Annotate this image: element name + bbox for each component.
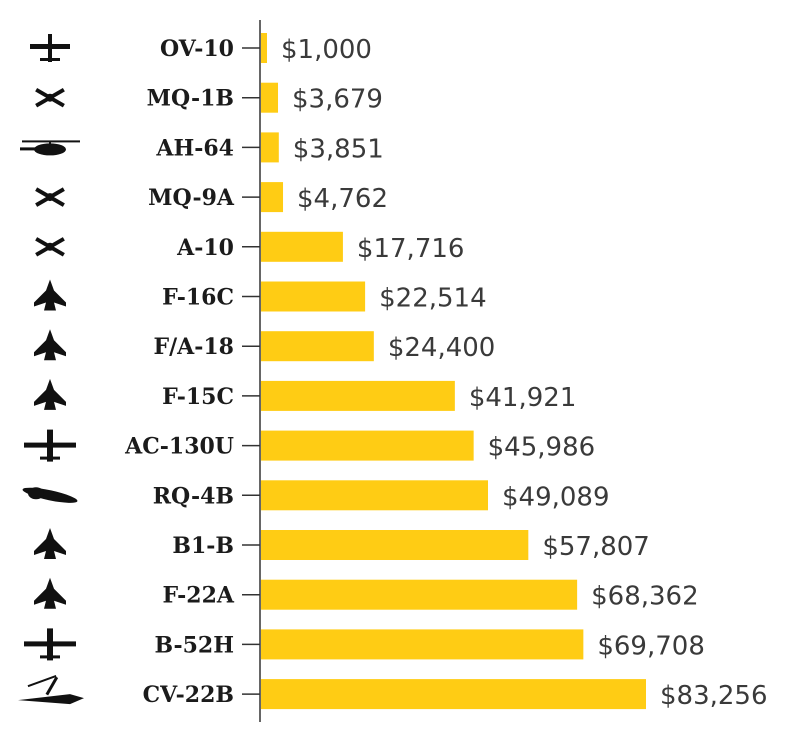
category-label: MQ-9A [148,185,235,211]
bar [261,33,267,63]
category-label: B-52H [154,632,234,658]
value-label: $83,256 [660,681,768,711]
b1b-bomber-icon [34,528,66,559]
a10-aircraft-icon [35,237,65,257]
category-label: AC-130U [124,434,234,460]
bars [261,33,646,710]
fa18-jet-icon [34,329,66,361]
bar [261,629,584,660]
value-label: $3,679 [292,85,383,115]
rq4b-drone-icon [22,487,78,503]
cv22b-tiltrotor-icon [18,674,84,705]
bar [261,132,279,163]
mq1b-drone-icon [35,87,65,108]
value-label: $4,762 [297,184,388,214]
ah64-helicopter-icon [20,140,80,156]
f16c-jet-icon [34,279,66,311]
value-label: $49,089 [502,482,610,512]
bar [261,430,474,461]
category-label: F-15C [162,384,234,410]
bar [261,579,578,610]
bar [261,480,489,511]
value-label: $68,362 [591,582,699,612]
value-label: $57,807 [542,532,650,562]
category-label: MQ-1B [147,86,234,112]
ov10-aircraft-icon [30,34,70,62]
value-label: $17,716 [357,234,465,264]
bar [261,679,646,710]
bar [261,82,279,113]
category-label: OV-10 [160,36,234,62]
b52h-bomber-icon [24,628,76,661]
category-label: AH-64 [155,135,234,161]
axis-ticks [242,47,260,695]
category-label: CV-22B [143,682,234,708]
value-label: $69,708 [597,631,705,661]
bar [261,530,529,560]
value-label: $3,851 [293,134,384,164]
ac130u-aircraft-icon [24,429,76,462]
category-label: B1-B [172,533,234,559]
value-labels: $1,000 $3,679 $3,851 $4,762 $17,716 $22,514 $2… [281,35,768,711]
bar [261,182,284,213]
aircraft-icons [18,34,84,705]
bar [261,331,374,362]
category-label: RQ-4B [153,483,234,509]
category-label: F-16C [162,285,234,311]
value-label: $22,514 [379,284,487,314]
bar [261,380,455,411]
f22a-jet-icon [34,577,66,609]
value-label: $24,400 [388,333,496,363]
bar [261,231,343,262]
bar [261,281,366,312]
category-label: A-10 [176,235,234,261]
category-labels: OV-10 MQ-1B AH-64 MQ-9A A-10 F-16C F/A-18 F-15C… [124,36,235,708]
value-label: $45,986 [488,433,596,463]
mq9a-drone-icon [35,187,65,207]
category-label: F-22A [163,583,235,609]
f15c-jet-icon [34,378,66,410]
category-label: F/A-18 [154,334,234,360]
value-label: $1,000 [281,35,372,65]
value-label: $41,921 [469,383,577,413]
